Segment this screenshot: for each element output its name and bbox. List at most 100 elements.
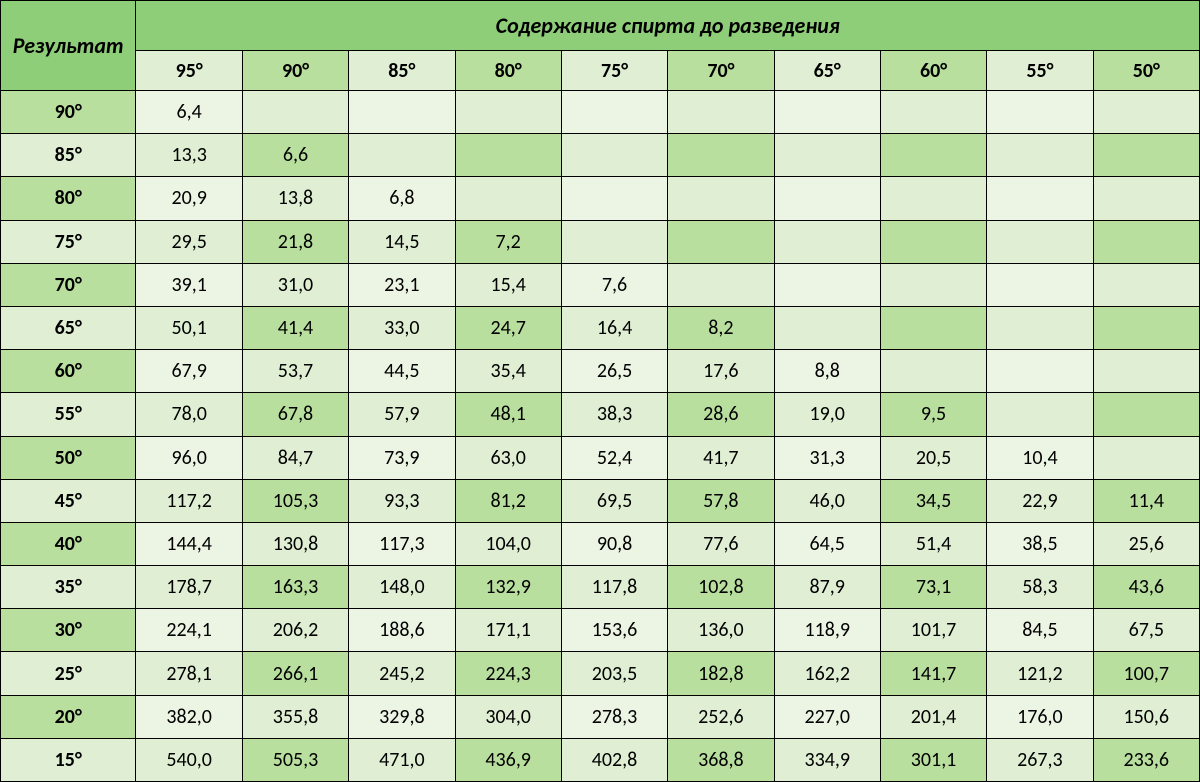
table-cell: 130,8 bbox=[242, 522, 348, 565]
row-header: 85° bbox=[1, 134, 136, 177]
row-header: 65° bbox=[1, 306, 136, 349]
table-cell: 53,7 bbox=[242, 350, 348, 393]
table-cell: 402,8 bbox=[561, 738, 667, 781]
table-row: 35°178,7163,3148,0132,9117,8102,887,973,… bbox=[1, 566, 1200, 609]
table-cell: 90,8 bbox=[561, 522, 667, 565]
col-header: 65° bbox=[774, 51, 880, 91]
table-cell: 46,0 bbox=[774, 479, 880, 522]
col-header: 55° bbox=[987, 51, 1093, 91]
table-cell: 136,0 bbox=[668, 609, 774, 652]
table-cell: 206,2 bbox=[242, 609, 348, 652]
table-cell bbox=[880, 220, 986, 263]
table-cell: 176,0 bbox=[987, 695, 1093, 738]
table-cell: 44,5 bbox=[349, 350, 455, 393]
table-row: 90°6,4 bbox=[1, 91, 1200, 134]
table-cell bbox=[561, 134, 667, 177]
table-cell: 102,8 bbox=[668, 566, 774, 609]
table-row: 70°39,131,023,115,47,6 bbox=[1, 263, 1200, 306]
table-cell: 6,8 bbox=[349, 177, 455, 220]
table-cell: 224,3 bbox=[455, 652, 561, 695]
table-cell: 11,4 bbox=[1093, 479, 1199, 522]
table-cell: 436,9 bbox=[455, 738, 561, 781]
table-cell: 81,2 bbox=[455, 479, 561, 522]
table-cell: 10,4 bbox=[987, 436, 1093, 479]
table-cell: 245,2 bbox=[349, 652, 455, 695]
table-row: 65°50,141,433,024,716,48,2 bbox=[1, 306, 1200, 349]
table-cell bbox=[349, 91, 455, 134]
table-row: 20°382,0355,8329,8304,0278,3252,6227,020… bbox=[1, 695, 1200, 738]
table-cell bbox=[1093, 350, 1199, 393]
table-cell: 278,1 bbox=[136, 652, 242, 695]
row-header: 75° bbox=[1, 220, 136, 263]
table-cell bbox=[455, 134, 561, 177]
table-cell: 382,0 bbox=[136, 695, 242, 738]
table-cell bbox=[987, 177, 1093, 220]
table-cell: 7,2 bbox=[455, 220, 561, 263]
table-cell: 153,6 bbox=[561, 609, 667, 652]
table-cell: 58,3 bbox=[987, 566, 1093, 609]
table-cell: 84,5 bbox=[987, 609, 1093, 652]
table-cell bbox=[774, 263, 880, 306]
table-cell bbox=[987, 91, 1093, 134]
table-cell: 162,2 bbox=[774, 652, 880, 695]
table-row: 30°224,1206,2188,6171,1153,6136,0118,910… bbox=[1, 609, 1200, 652]
table-cell: 38,5 bbox=[987, 522, 1093, 565]
table-cell: 104,0 bbox=[455, 522, 561, 565]
table-cell bbox=[987, 393, 1093, 436]
table-row: 15°540,0505,3471,0436,9402,8368,8334,930… bbox=[1, 738, 1200, 781]
row-header: 35° bbox=[1, 566, 136, 609]
table-cell: 73,9 bbox=[349, 436, 455, 479]
row-header: 25° bbox=[1, 652, 136, 695]
table-cell: 301,1 bbox=[880, 738, 986, 781]
table-row: 45°117,2105,393,381,269,557,846,034,522,… bbox=[1, 479, 1200, 522]
table-row: 40°144,4130,8117,3104,090,877,664,551,43… bbox=[1, 522, 1200, 565]
table-cell: 540,0 bbox=[136, 738, 242, 781]
col-header: 60° bbox=[880, 51, 986, 91]
table-cell: 31,3 bbox=[774, 436, 880, 479]
col-header: 50° bbox=[1093, 51, 1199, 91]
table-cell: 96,0 bbox=[136, 436, 242, 479]
table-cell: 227,0 bbox=[774, 695, 880, 738]
table-cell bbox=[880, 306, 986, 349]
table-cell: 15,4 bbox=[455, 263, 561, 306]
table-cell: 182,8 bbox=[668, 652, 774, 695]
table-cell: 163,3 bbox=[242, 566, 348, 609]
table-cell: 141,7 bbox=[880, 652, 986, 695]
table-cell: 38,3 bbox=[561, 393, 667, 436]
table-cell: 118,9 bbox=[774, 609, 880, 652]
table-cell bbox=[455, 91, 561, 134]
table-cell bbox=[561, 177, 667, 220]
col-header: 85° bbox=[349, 51, 455, 91]
table-cell: 77,6 bbox=[668, 522, 774, 565]
table-cell bbox=[987, 350, 1093, 393]
table-cell bbox=[349, 134, 455, 177]
table-cell bbox=[1093, 220, 1199, 263]
table-cell bbox=[668, 263, 774, 306]
table-cell bbox=[987, 220, 1093, 263]
table-cell bbox=[880, 263, 986, 306]
row-header: 90° bbox=[1, 91, 136, 134]
table-cell: 144,4 bbox=[136, 522, 242, 565]
table-cell bbox=[668, 220, 774, 263]
table-cell: 28,6 bbox=[668, 393, 774, 436]
table-cell: 41,7 bbox=[668, 436, 774, 479]
table-cell: 13,8 bbox=[242, 177, 348, 220]
table-cell: 41,4 bbox=[242, 306, 348, 349]
table-cell bbox=[774, 306, 880, 349]
table-cell: 48,1 bbox=[455, 393, 561, 436]
table-cell: 150,6 bbox=[1093, 695, 1199, 738]
table-cell: 64,5 bbox=[774, 522, 880, 565]
table-cell: 278,3 bbox=[561, 695, 667, 738]
table-cell: 84,7 bbox=[242, 436, 348, 479]
table-cell: 73,1 bbox=[880, 566, 986, 609]
table-cell: 39,1 bbox=[136, 263, 242, 306]
table-cell: 148,0 bbox=[349, 566, 455, 609]
table-cell: 233,6 bbox=[1093, 738, 1199, 781]
table-cell: 304,0 bbox=[455, 695, 561, 738]
table-cell: 43,6 bbox=[1093, 566, 1199, 609]
table-cell bbox=[987, 134, 1093, 177]
table-cell: 8,8 bbox=[774, 350, 880, 393]
table-row: 60°67,953,744,535,426,517,68,8 bbox=[1, 350, 1200, 393]
table-cell: 17,6 bbox=[668, 350, 774, 393]
table-cell: 368,8 bbox=[668, 738, 774, 781]
